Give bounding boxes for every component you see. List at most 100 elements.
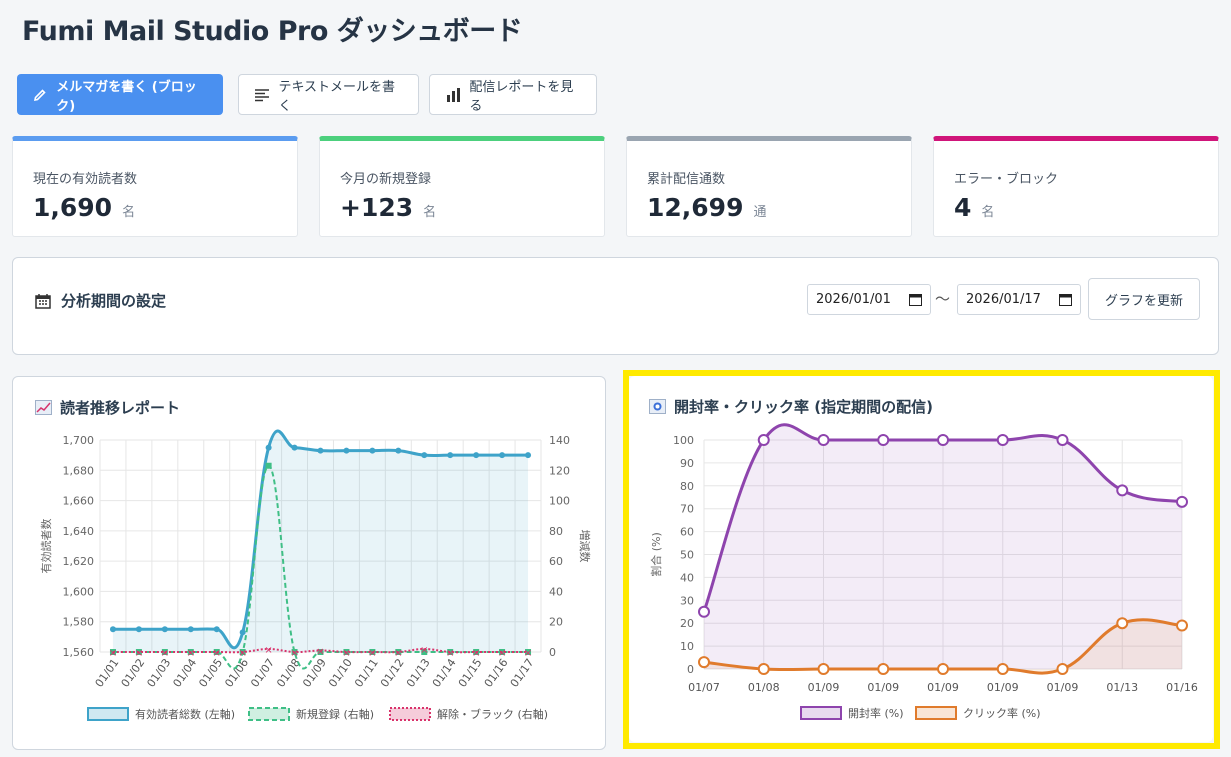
y2-tick-label: 60	[549, 555, 563, 568]
data-point	[525, 452, 532, 459]
target-icon	[649, 399, 666, 414]
start-date-input[interactable]: 2026/01/01	[807, 284, 931, 315]
legend-swatch	[248, 707, 290, 721]
y-tick-label: 1,580	[63, 616, 95, 629]
data-point	[525, 649, 532, 655]
data-point	[698, 656, 710, 669]
x-tick-label: 01/09	[300, 656, 329, 689]
legend-swatch	[389, 707, 431, 721]
x-tick-label: 01/09	[1047, 681, 1079, 694]
stat-value: 1,690	[33, 193, 113, 222]
y-tick-label: 100	[673, 434, 694, 447]
calendar-icon[interactable]	[909, 293, 922, 310]
data-point	[817, 434, 830, 446]
data-point: ×	[238, 648, 246, 659]
y-tick-label: 40	[680, 571, 694, 584]
data-point	[317, 649, 324, 655]
data-point	[161, 649, 168, 655]
x-tick-label: 01/09	[927, 681, 959, 694]
update-graph-button[interactable]: グラフを更新	[1088, 278, 1200, 320]
stat-value: 4	[954, 193, 972, 222]
period-settings-panel: 分析期間の設定 2026/01/01 〜 2026/01/17 グラフを更新	[12, 257, 1219, 355]
x-tick-label: 01/02	[119, 656, 148, 689]
data-point	[996, 663, 1009, 675]
data-point: ×	[109, 648, 117, 659]
y-tick-label: 90	[680, 457, 694, 470]
y2-tick-label: 100	[549, 495, 570, 508]
data-point	[421, 452, 428, 459]
legend-label: クリック率 (%)	[963, 706, 1041, 720]
series-line	[112, 647, 529, 654]
data-point	[317, 447, 324, 454]
x-tick-label: 01/08	[748, 681, 780, 694]
x-tick-label: 01/17	[508, 656, 537, 689]
legend-label: 新規登録 (右軸)	[296, 707, 374, 721]
write-block-mail-button[interactable]: メルマガを書く (ブロック)	[17, 74, 223, 115]
data-point: ×	[161, 648, 169, 659]
data-point	[135, 626, 142, 633]
data-point	[996, 434, 1009, 446]
highlight-frame	[623, 370, 1220, 749]
view-report-button[interactable]: 配信レポートを見る	[429, 74, 597, 115]
data-point	[1056, 434, 1069, 446]
period-title: 分析期間の設定	[35, 290, 166, 311]
data-point	[499, 452, 506, 459]
x-tick-label: 01/06	[222, 656, 251, 689]
data-point	[447, 649, 454, 655]
period-title-text: 分析期間の設定	[61, 292, 167, 310]
data-point	[473, 452, 480, 459]
x-tick-label: 01/09	[808, 681, 840, 694]
data-point	[395, 447, 402, 454]
y-tick-label: 1,680	[63, 464, 95, 477]
x-tick-label: 01/07	[688, 681, 720, 694]
bar-chart-icon	[444, 87, 461, 103]
data-point	[1176, 495, 1188, 508]
series-area	[112, 431, 529, 652]
data-point	[1116, 617, 1129, 630]
data-point	[161, 626, 168, 633]
x-tick-label: 01/11	[352, 656, 381, 689]
pencil-icon	[31, 87, 48, 103]
data-point: ×	[264, 645, 272, 656]
series-area	[704, 424, 1182, 669]
stat-unit: 名	[122, 205, 136, 220]
x-tick-label: 01/12	[378, 656, 407, 689]
calendar-icon[interactable]	[1059, 293, 1072, 310]
stat-unit: 名	[981, 205, 995, 220]
data-point	[213, 649, 220, 655]
legend-swatch	[915, 706, 957, 720]
data-point: ×	[446, 648, 454, 659]
stat-label: 現在の有効読者数	[33, 172, 138, 187]
y-tick-label: 30	[680, 594, 694, 607]
reader-trend-card: 読者推移レポート 1,700 1,680 1,660 1,640 1,620 1,600 1…	[12, 376, 606, 750]
data-point: ×	[420, 645, 428, 656]
y-tick-label: 1,560	[63, 646, 95, 659]
chart-title-text: 読者推移レポート	[60, 399, 181, 417]
y-tick-label: 60	[680, 526, 694, 539]
y-tick-label: 80	[680, 480, 694, 493]
write-block-mail-label: メルマガを書く (ブロック)	[56, 79, 197, 114]
y-axis-label: 有効読者数	[39, 519, 53, 574]
x-tick-label: 01/05	[196, 656, 225, 689]
end-date-input[interactable]: 2026/01/17	[957, 284, 1081, 315]
write-text-mail-label: テキストメールを書く	[278, 79, 396, 114]
y-tick-label: 50	[680, 549, 694, 562]
data-point	[499, 649, 506, 655]
data-point	[877, 663, 890, 675]
open-click-rate-card: 開封率・クリック率 (指定期間の配信) 100 90 80 70 60 50 40 30 20 1…	[629, 376, 1213, 742]
data-point: ×	[498, 648, 506, 659]
x-tick-label: 01/01	[93, 656, 122, 689]
y-tick-label: 70	[680, 503, 694, 516]
date-separator: 〜	[935, 290, 951, 308]
data-point: ×	[394, 648, 402, 659]
write-text-mail-button[interactable]: テキストメールを書く	[238, 74, 419, 115]
view-report-label: 配信レポートを見る	[469, 79, 574, 114]
x-tick-label: 01/13	[1106, 681, 1138, 694]
chart-title-text: 開封率・クリック率 (指定期間の配信)	[674, 398, 933, 416]
y2-tick-label: 0	[549, 646, 556, 659]
stat-card-active-readers: 現在の有効読者数 1,690 名	[12, 136, 298, 237]
stat-unit: 名	[423, 205, 437, 220]
x-tick-label: 01/09	[867, 681, 899, 694]
data-point	[291, 649, 298, 655]
